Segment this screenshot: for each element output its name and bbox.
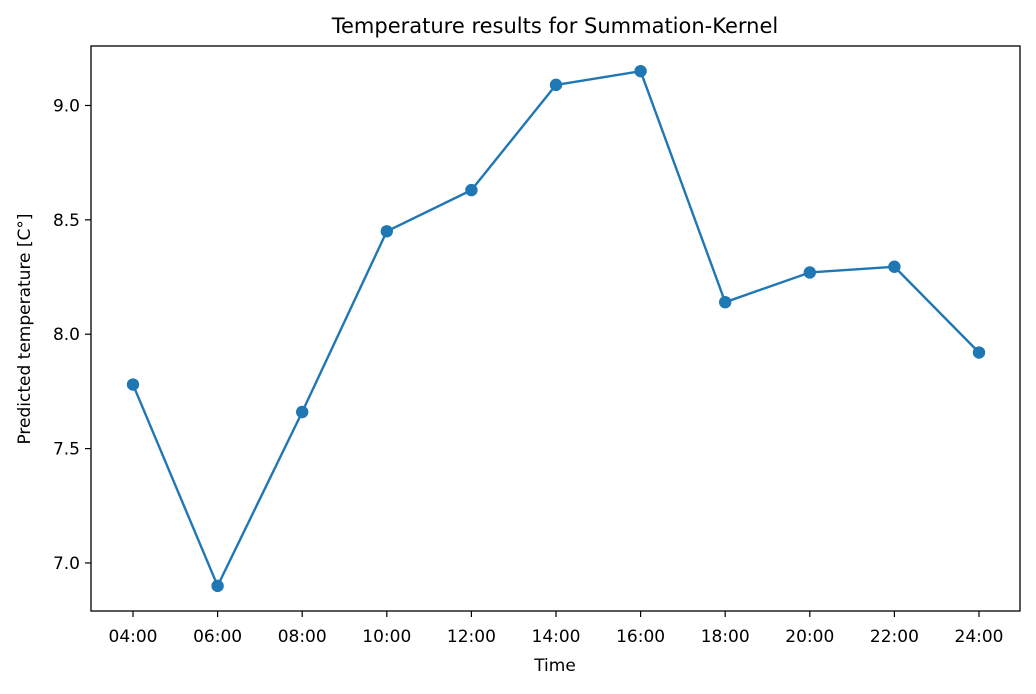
data-point [888, 260, 901, 273]
data-point [296, 405, 309, 419]
plot-area [90, 45, 1021, 612]
x-tick-label: 04:00 [109, 627, 158, 647]
x-axis: 04:00 06:00 08:00 10:00 12:00 14:00 16:00 18:00… [109, 611, 1004, 647]
y-tick-label: 8.5 [53, 211, 80, 231]
x-tick-label: 16:00 [616, 627, 665, 647]
x-tick-label: 14:00 [532, 627, 581, 647]
x-tick-label: 06:00 [193, 627, 242, 647]
y-tick-label: 7.0 [53, 554, 80, 574]
data-point [380, 225, 393, 238]
data-point [126, 378, 140, 391]
x-axis-label: Time [533, 656, 576, 676]
data-point [465, 183, 478, 197]
x-tick-label: 18:00 [701, 627, 750, 647]
x-tick-label: 10:00 [362, 627, 411, 647]
plot-frame [90, 45, 1021, 612]
series-line [131, 69, 980, 588]
data-point [211, 579, 224, 593]
y-tick-label: 8.0 [53, 325, 80, 345]
data-point [803, 266, 816, 279]
data-point [719, 295, 732, 309]
data-point [972, 346, 986, 359]
x-tick-label: 24:00 [955, 627, 1004, 647]
y-axis: 7.0 7.5 8.0 8.5 9.0 [53, 96, 91, 574]
x-tick-label: 20:00 [785, 627, 834, 647]
y-tick-label: 9.0 [53, 96, 80, 116]
x-tick-label: 12:00 [447, 627, 496, 647]
chart-title: Temperature results for Summation-Kernel [331, 14, 778, 38]
data-point [549, 78, 563, 92]
x-tick-label: 22:00 [870, 627, 919, 647]
y-tick-label: 7.5 [53, 440, 80, 460]
data-point [634, 64, 647, 78]
y-axis-label: Predicted temperature [C°] [15, 213, 35, 444]
x-tick-label: 08:00 [278, 627, 327, 647]
